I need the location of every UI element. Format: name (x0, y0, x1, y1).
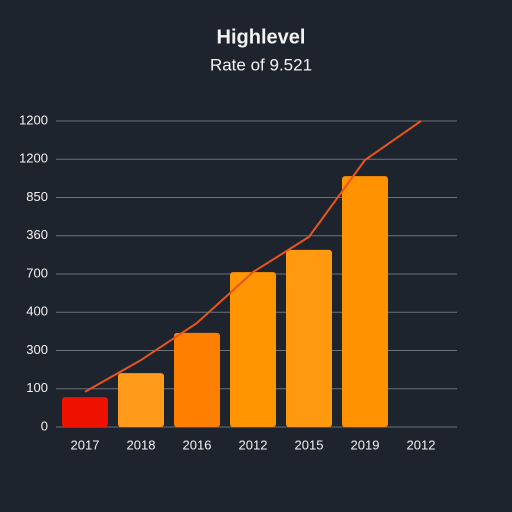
y-tick-label: 100 (26, 380, 48, 395)
bar (118, 373, 164, 427)
bar (230, 272, 276, 427)
y-tick-label: 700 (26, 265, 48, 280)
x-tick-label: 2019 (351, 437, 380, 452)
bar (62, 397, 108, 427)
y-tick-label: 360 (26, 227, 48, 242)
y-tick-label: 850 (26, 189, 48, 204)
x-tick-label: 2015 (295, 437, 324, 452)
y-tick-label: 0 (41, 418, 48, 433)
x-tick-label: 2018 (127, 437, 156, 452)
y-tick-label: 400 (26, 304, 48, 319)
y-tick-label: 1200 (19, 151, 48, 166)
bar (286, 249, 332, 427)
trend-line (84, 120, 422, 393)
bar (174, 332, 220, 427)
x-tick-label: 2012 (407, 437, 436, 452)
x-tick-label: 2016 (183, 437, 212, 452)
chart-subtitle: Rate of 9.521 (210, 55, 312, 74)
y-tick-label: 1200 (19, 112, 48, 127)
bar (342, 176, 388, 427)
chart-title: Highlevel (217, 26, 306, 48)
y-tick-label: 300 (26, 342, 48, 357)
x-tick-label: 2017 (71, 437, 100, 452)
x-tick-label: 2012 (239, 437, 268, 452)
